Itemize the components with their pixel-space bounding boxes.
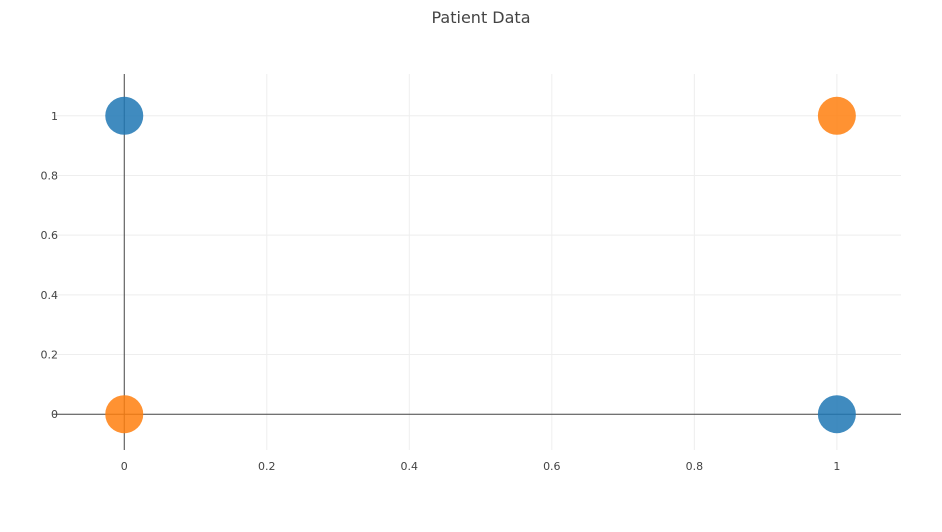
- data-point-series-1-0[interactable]: [105, 395, 144, 434]
- y-tick-label: 1: [51, 110, 58, 123]
- y-tick-label: 0.2: [41, 349, 59, 362]
- axis-layer: [53, 74, 901, 450]
- x-tick-label: 0.2: [258, 460, 276, 473]
- x-tick-label: 0.4: [401, 460, 419, 473]
- tick-labels: 0 0.2 0.4 0.6 0.8 1 0 0.2 0.4 0.6 0.8 1: [41, 110, 841, 473]
- data-point-series-0-0[interactable]: [105, 96, 144, 135]
- x-tick-label: 1: [833, 460, 840, 473]
- grid-layer: [53, 74, 901, 450]
- x-tick-label: 0: [121, 460, 128, 473]
- x-tick-label: 0.6: [543, 460, 561, 473]
- chart-title: Patient Data: [432, 8, 531, 27]
- y-tick-label: 0.8: [41, 169, 59, 182]
- y-tick-label: 0.6: [41, 229, 59, 242]
- data-points[interactable]: [105, 96, 856, 434]
- data-point-series-1-1[interactable]: [817, 96, 856, 135]
- y-tick-label: 0: [51, 408, 58, 421]
- x-tick-label: 0.8: [686, 460, 704, 473]
- data-point-series-0-1[interactable]: [817, 395, 856, 434]
- y-tick-label: 0.4: [41, 289, 59, 302]
